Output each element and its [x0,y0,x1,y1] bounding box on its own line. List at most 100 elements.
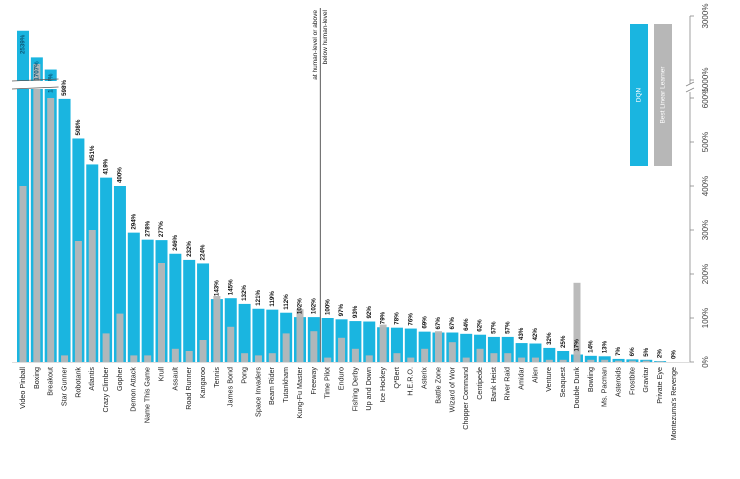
dqn-bar [405,329,417,362]
value-label: 119% [269,291,276,307]
game-group: 121%Space Invaders [252,289,264,417]
game-name-label: Frostbite [627,367,636,395]
game-name-label: River Raid [503,367,512,401]
game-group: 17%Double Dunk [571,283,583,409]
game-group: 32%Venture [543,332,555,392]
linear-bar [172,349,179,362]
game-name-label: Amidar [517,366,526,389]
game-group: 451% Atlantis [86,145,98,390]
linear-bar [463,358,470,362]
game-group: 400%Gopher [114,167,126,391]
game-group: 2%Private Eye [654,349,666,404]
value-label: 246% [172,234,179,250]
game-name-label: Space Invaders [253,367,262,417]
y-tick-label: 300% [701,220,710,240]
linear-bar [241,353,248,362]
value-label: 13% [601,340,608,353]
game-name-label: Time Pilot [323,367,332,399]
linear-bar [532,358,539,362]
game-group: 62%Centipede [474,319,486,400]
game-group: 14%Bowling [585,340,597,392]
game-name-label: Atlantis [87,367,96,391]
linear-bar [200,340,207,362]
linear-bar [435,331,442,362]
game-group: 43%Amidar [516,327,528,390]
game-group: 67%Battle Zone [433,317,445,404]
value-label: 277% [158,221,165,237]
game-name-label: Kung-Fu Master [295,366,304,418]
linear-bar [477,349,484,362]
game-name-label: Tutankham [281,367,290,403]
value-label: 145% [227,279,234,295]
game-group: 119%Beam Rider [266,291,278,405]
game-group: 145%James Bond [225,279,237,407]
value-label: 93% [352,305,359,318]
game-name-label: Demon Attack [129,367,138,412]
value-label: 400% [117,167,124,183]
game-name-label: Montezuma's Revenge [669,367,678,440]
game-group: 79%Ice Hockey [377,311,389,402]
y-tick-label: 3000% [701,4,710,29]
value-label: 451% [89,145,96,161]
linear-bar [393,353,400,362]
value-label: 32% [546,332,553,345]
linear-bar [324,358,331,362]
game-name-label: Chopper Command [461,367,470,430]
linear-bar [186,351,193,362]
game-group: 277%Krull [156,221,168,382]
value-label: 7% [615,346,622,355]
value-label: 17% [574,339,581,352]
game-group: 64%Chopper Command [460,318,472,430]
value-label: 112% [283,294,290,310]
value-label: 2539% [20,34,27,54]
value-label: 598% [61,80,68,96]
linear-bar [366,355,373,362]
value-label: 100% [324,299,331,315]
linear-bar [255,355,262,362]
linear-bar [269,353,276,362]
linear-bar [227,327,234,362]
legend-item: Best Linear Learner [654,24,672,166]
game-group: 7%Asteroids [613,346,625,396]
game-name-label: Video Pinball [18,367,27,409]
game-name-label: Freeway [309,367,318,395]
value-label: 508% [75,119,82,135]
game-name-label: Pong [240,367,249,384]
game-name-label: Robotank [73,367,82,398]
y-tick-label: 400% [701,176,710,196]
game-name-label: Ice Hockey [378,367,387,403]
linear-bar [213,296,220,362]
value-label: 6% [629,347,636,356]
value-label: 14% [587,340,594,353]
dqn-bar [322,318,334,362]
game-name-label: Up and Down [364,367,373,411]
y-tick-label: 0% [701,356,710,368]
game-name-label: Centipede [475,367,484,400]
game-group: 246%Assault [169,234,181,390]
dqn-bar [183,260,195,362]
linear-bar [421,349,428,362]
value-label: 25% [560,335,567,348]
linear-bar [490,353,497,362]
above-human-label: at human-level or above [312,10,319,80]
game-group: 294%Demon Attack [128,213,140,411]
linear-bar [449,342,456,362]
game-name-label: Gravitar [641,366,650,392]
game-name-label: H.E.R.O. [406,367,415,396]
game-name-label: Crazy Climber [101,366,110,412]
game-group: 57%River Raid [502,321,514,401]
value-label: 57% [491,321,498,334]
linear-bar [61,355,68,362]
legend-label: Best Linear Learner [660,66,667,124]
game-group: 278%Name This Game [142,220,154,423]
game-name-label: Wizard of Wor [447,366,456,412]
linear-bar [407,358,414,362]
game-group: 102%Freeway [308,298,320,395]
game-group: 78%Q*Bert [391,312,403,389]
linear-bar [130,355,137,362]
linear-bar [615,361,622,362]
game-name-label: Fishing Derby [350,367,359,412]
value-label: 143% [214,280,221,296]
y-tick-label: 200% [701,264,710,284]
